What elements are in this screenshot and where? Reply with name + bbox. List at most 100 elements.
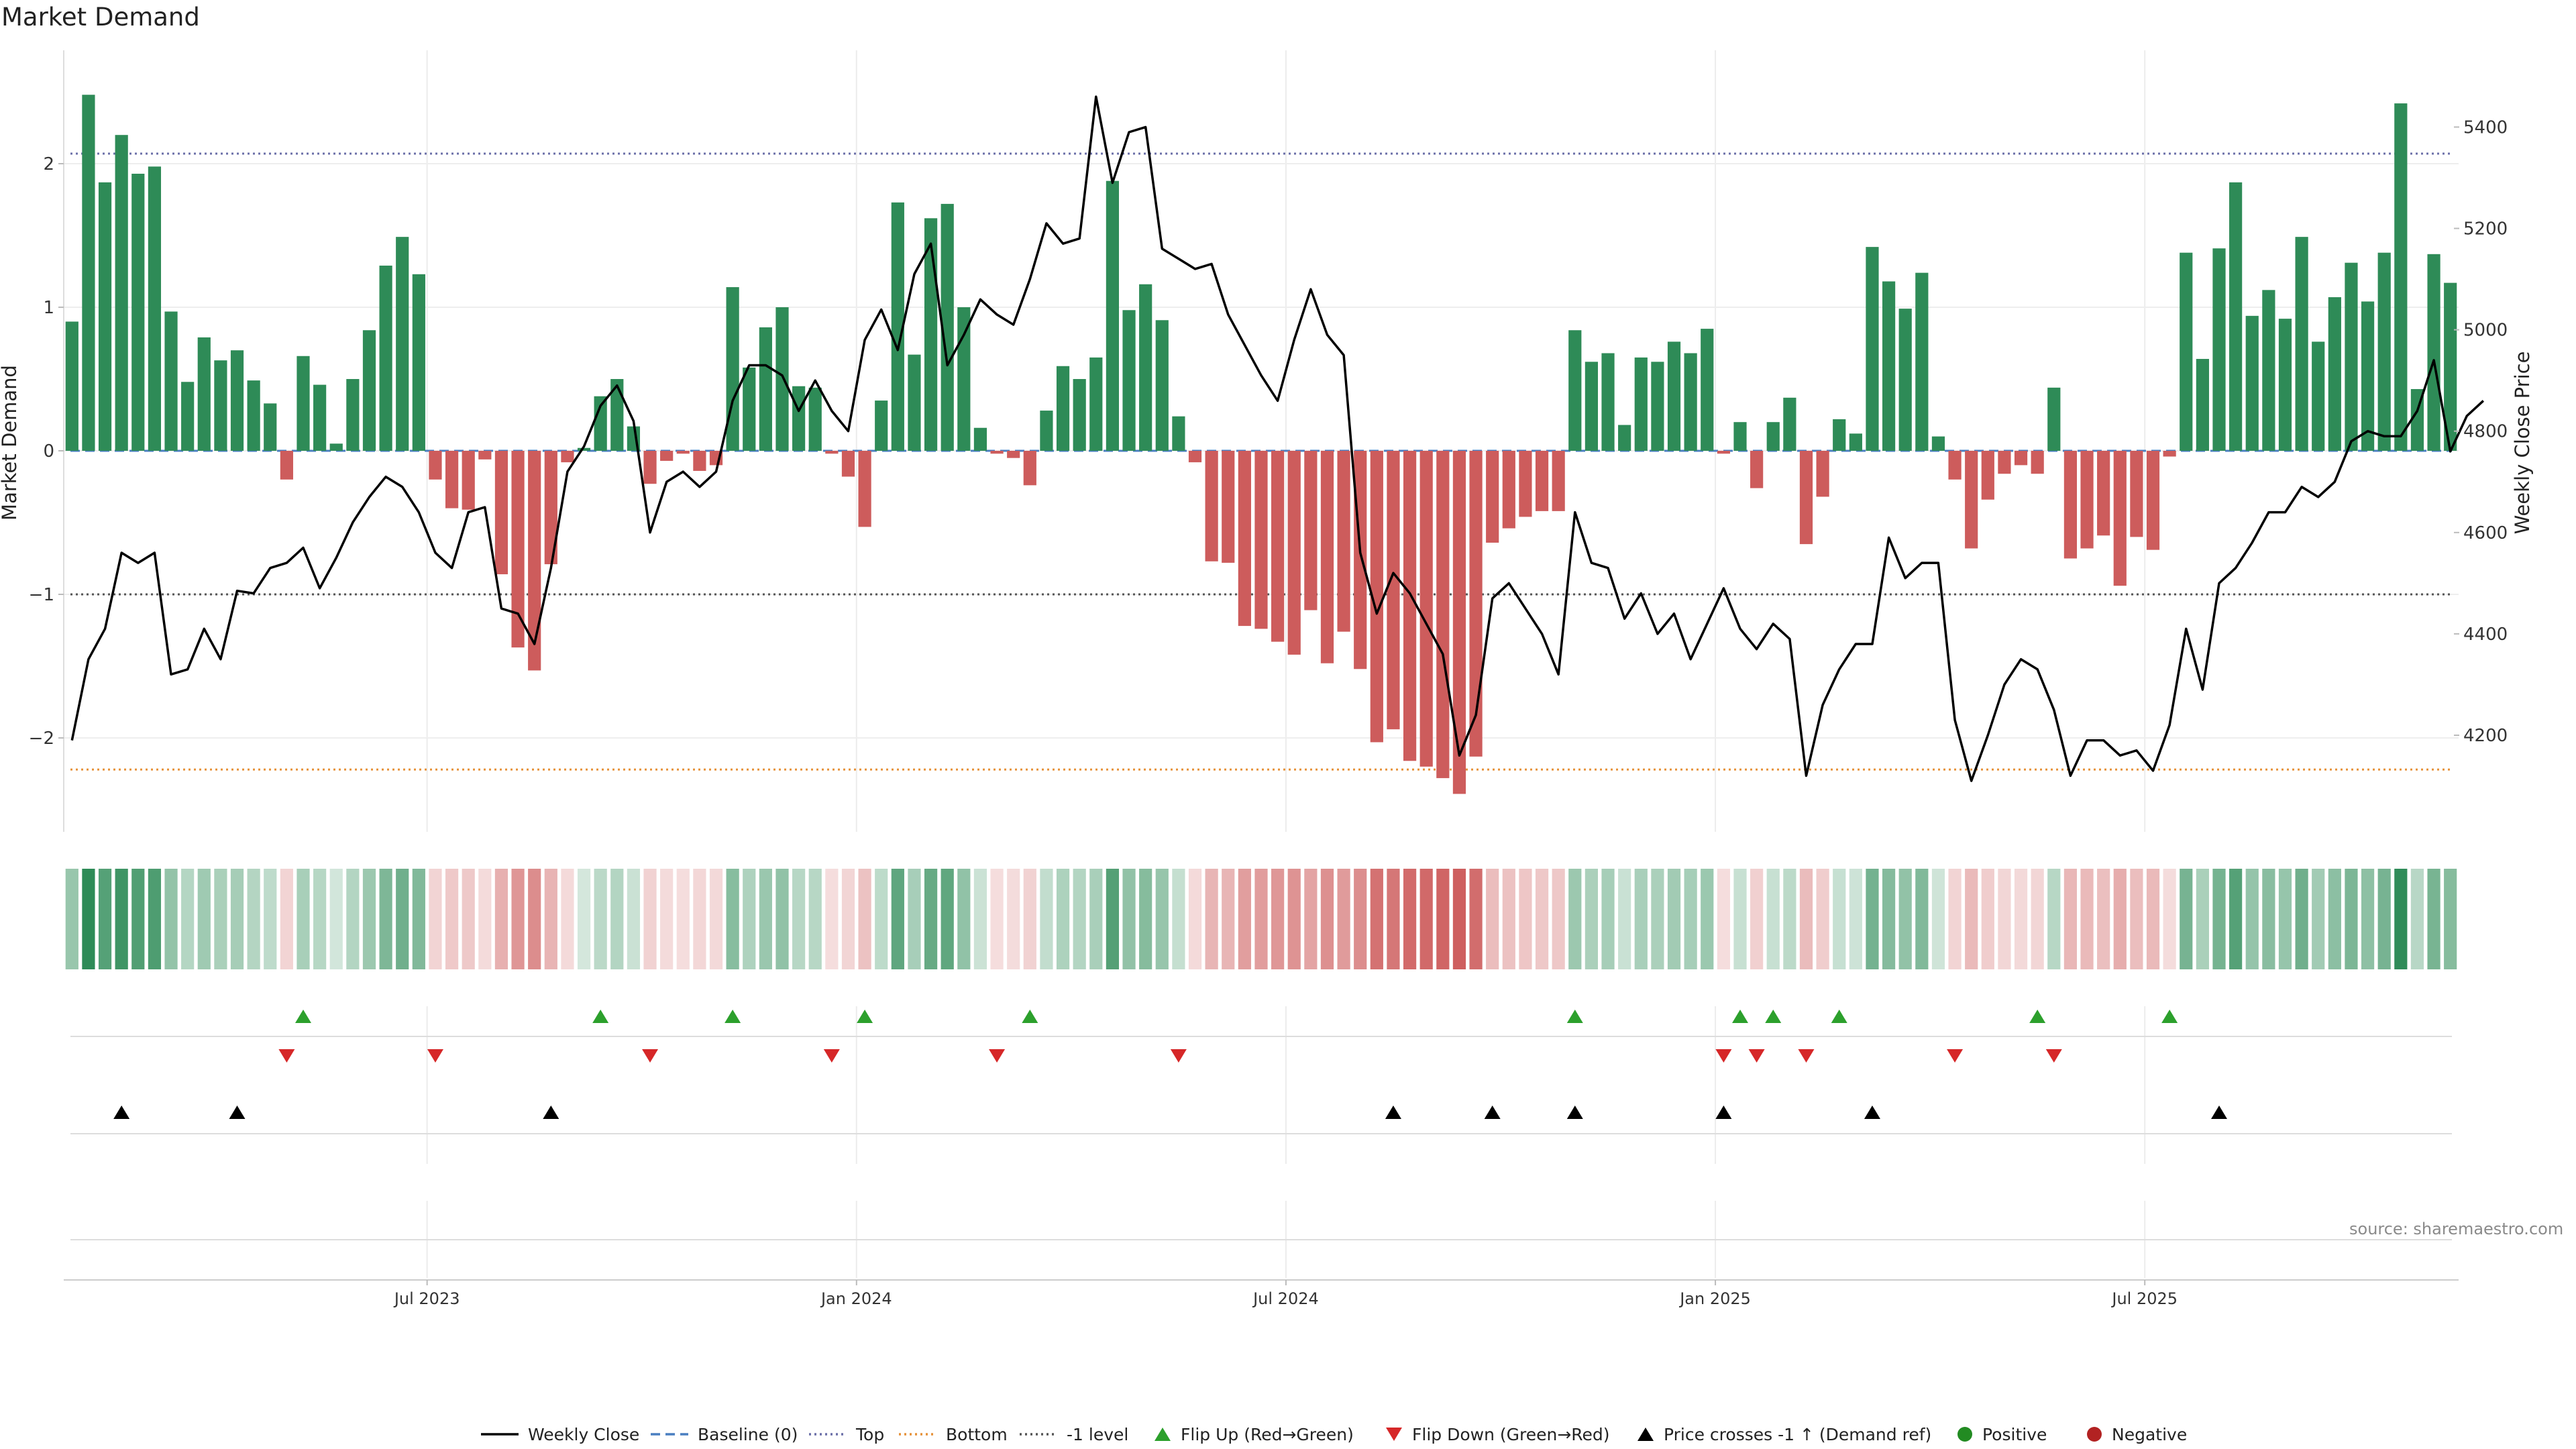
strength-cell — [957, 869, 971, 969]
strength-cell — [1122, 869, 1136, 969]
demand-bar — [1254, 451, 1268, 629]
demand-bar — [1519, 451, 1532, 517]
demand-bar — [1403, 451, 1417, 761]
demand-bar — [313, 384, 327, 451]
right-tick-label: 4600 — [2463, 523, 2508, 543]
demand-bar — [1056, 366, 1070, 451]
demand-bar — [115, 135, 128, 451]
legend-item: Price crosses -1 ↑ (Demand ref) — [1637, 1421, 1931, 1448]
legend-label: Flip Up (Red→Green) — [1181, 1424, 1354, 1444]
demand-bar — [2295, 237, 2308, 451]
demand-bar — [478, 451, 492, 460]
demand-bar — [1370, 451, 1383, 743]
strength-cell — [197, 869, 211, 969]
x-tick-label: Jul 2023 — [393, 1289, 460, 1308]
strength-cell — [841, 869, 855, 969]
strength-cell — [346, 869, 360, 969]
demand-bar — [1833, 419, 1846, 451]
demand-bar — [511, 451, 525, 648]
left-tick-label: 2 — [43, 154, 54, 174]
flip-up-marker — [1765, 1010, 1782, 1023]
legend-item: Flip Up (Red→Green) — [1154, 1421, 1354, 1448]
left-tick-label: −1 — [29, 585, 54, 605]
demand-bar — [1965, 451, 1978, 549]
weekly-close-series — [70, 95, 2485, 782]
strength-cell — [2031, 869, 2044, 969]
right-tick-label: 4800 — [2463, 422, 2508, 442]
demand-bar — [1502, 451, 1515, 529]
strength-cell — [1370, 869, 1383, 969]
demand-bar — [2130, 451, 2143, 537]
strength-cell — [726, 869, 739, 969]
demand-bar — [1023, 451, 1036, 486]
strength-cell — [1618, 869, 1631, 969]
demand-bar — [131, 173, 145, 451]
strength-cell — [362, 869, 376, 969]
demand-bar — [775, 307, 789, 451]
demand-bar — [660, 451, 674, 461]
strength-cell — [1733, 869, 1747, 969]
demand-bar — [808, 387, 822, 451]
strength-cell — [2097, 869, 2110, 969]
strength-cell — [1585, 869, 1599, 969]
strength-cell — [313, 869, 327, 969]
strength-cell — [544, 869, 557, 969]
strength-cell — [1469, 869, 1483, 969]
demand-bar — [2047, 387, 2061, 451]
strength-cell — [941, 869, 954, 969]
demand-bar — [82, 95, 95, 451]
strength-cell — [1833, 869, 1846, 969]
strength-cell — [1866, 869, 1879, 969]
line-dotted-icon — [1020, 1433, 1057, 1436]
left-tick-label: 1 — [43, 298, 54, 318]
demand-bar — [825, 451, 839, 454]
demand-bar — [1304, 451, 1318, 610]
strength-cell — [1436, 869, 1450, 969]
strength-cell — [2212, 869, 2226, 969]
demand-bar — [594, 396, 607, 451]
demand-bar — [2377, 252, 2391, 451]
strength-cell — [1766, 869, 1780, 969]
demand-bar — [1205, 451, 1218, 561]
demand-bar — [1122, 310, 1136, 451]
strength-cell — [2278, 869, 2292, 969]
demand-bar — [1287, 451, 1301, 655]
price-cross-marker — [1484, 1106, 1501, 1119]
strength-cell — [1568, 869, 1582, 969]
demand-bar — [429, 451, 442, 480]
demand-bar — [2278, 319, 2292, 451]
demand-bar — [643, 451, 657, 484]
strength-cell — [2180, 869, 2193, 969]
strength-cell — [164, 869, 178, 969]
strength-cell — [1898, 869, 1912, 969]
demand-bar — [1452, 451, 1466, 794]
left-tick-label: −2 — [29, 729, 54, 749]
strength-cell — [808, 869, 822, 969]
demand-bar — [1387, 451, 1400, 730]
strength-cell — [1320, 869, 1334, 969]
strength-cell — [1948, 869, 1962, 969]
right-tick-label: 4400 — [2463, 625, 2508, 645]
legend-item: Bottom — [899, 1421, 1008, 1448]
demand-bar — [1799, 451, 1813, 545]
strength-cell — [610, 869, 624, 969]
demand-bar — [247, 380, 260, 451]
strength-cell — [115, 869, 128, 969]
flip-up-marker — [1831, 1010, 1847, 1023]
strength-cell — [1701, 869, 1714, 969]
strength-cell — [1849, 869, 1862, 969]
demand-bar — [264, 403, 277, 451]
demand-bar — [346, 379, 360, 451]
strength-cell — [858, 869, 871, 969]
demand-bar — [462, 451, 475, 510]
strength-cell — [2080, 869, 2094, 969]
demand-bar — [1684, 353, 1697, 451]
demand-bar — [858, 451, 871, 527]
demand-bar — [2229, 182, 2243, 451]
strength-cell — [2163, 869, 2176, 969]
demand-bar — [1750, 451, 1764, 488]
demand-bar — [2063, 451, 2078, 559]
line-solid-icon — [481, 1433, 519, 1436]
x-axis: Jul 2023 Jan 2024 Jul 2024 Jan 2025 Jul 2025 — [64, 1279, 2459, 1308]
demand-bar — [610, 379, 624, 451]
